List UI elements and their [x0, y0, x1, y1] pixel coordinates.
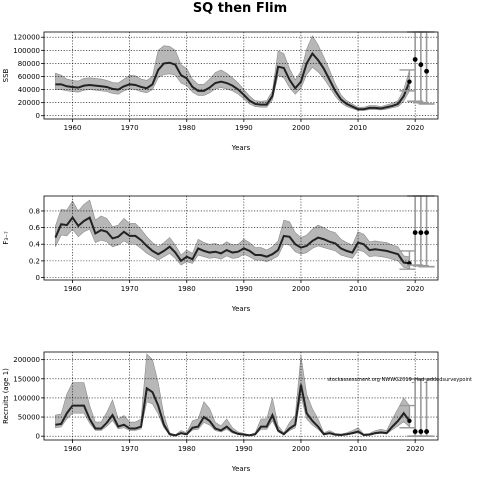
recruits-xtick-label-1960: 1960 [64, 445, 82, 453]
ssb-ytick-label-5: 100000 [13, 47, 40, 55]
fbar-panel: 1960 1970 1980 1990 2000 2010 2020 0 0.2 0.4 0.6 0.… [2, 195, 439, 313]
ssb-confidence-band [55, 35, 410, 111]
fbar-estimate-line [54, 215, 410, 265]
ssb-xtick-label-1980: 1980 [178, 124, 196, 132]
recruits-confidence-band [55, 353, 410, 436]
fbar-ytick-label-2: 0.4 [29, 241, 41, 249]
ssb-ytick-label-6: 120000 [13, 34, 40, 42]
fbar-axes-frame [43, 195, 439, 281]
fbar-projection-point-2022 [424, 230, 429, 235]
recruits-projection-point-2022 [424, 429, 429, 434]
recruits-estimate-line [55, 384, 411, 437]
ssb-ytick-label-4: 80000 [18, 60, 40, 68]
ssb-ylabel: SSB [2, 68, 10, 82]
recruits-ytick-label-4: 200000 [13, 356, 40, 364]
recruits-xtick-label-1990: 1990 [235, 445, 253, 453]
chart-panels: 1960 1970 1980 1990 2000 2010 2020020000400006… [2, 31, 472, 473]
fbar-ytick-label-3: 0.6 [29, 224, 41, 232]
recruits-xtick-label-2020: 2020 [406, 445, 424, 453]
fbar-xtick-label-2000: 2000 [292, 285, 310, 293]
recruits-ytick-label-2: 100000 [13, 394, 40, 402]
recruits-annotation: stockassessment.org NWWG2019_Had_addedsu… [327, 377, 472, 383]
recruits-projection-point-2021 [418, 429, 424, 434]
recruits-ytick-label-1: 50000 [18, 414, 40, 422]
ssb-ytick-label-3: 60000 [18, 73, 40, 81]
recruits-xtick-label-2010: 2010 [349, 445, 367, 453]
ssb-xtick-label-2000: 2000 [292, 124, 310, 132]
ssb-last-year-point [407, 79, 412, 84]
ssb-xtick-label-2020: 2020 [406, 124, 424, 132]
ssb-ytick-label-2: 40000 [18, 86, 40, 94]
recruits-ytick-label-0: 0 [36, 433, 40, 441]
ssb-xlabel: Years [231, 144, 251, 152]
fbar-xtick-label-1980: 1980 [178, 285, 196, 293]
recruits-ylabel: Recruits (age 1) [2, 368, 10, 424]
recruits-xtick-label-1980: 1980 [178, 445, 196, 453]
fbar-xtick-label-2020: 2020 [406, 285, 424, 293]
fbar-ytick-label-1: 0.2 [29, 257, 40, 265]
ssb-xtick-label-1960: 1960 [64, 124, 82, 132]
recruits-projection-point-2020 [412, 429, 418, 434]
ssb-panel: 1960 1970 1980 1990 2000 2010 2020 0 20000 40000 6… [2, 31, 439, 152]
recruits-ytick-label-3: 150000 [13, 375, 40, 383]
fbar-ylabel: F₃₋₇ [2, 231, 10, 245]
fbar-projection-point-2021 [418, 230, 424, 235]
fbar-projection-point-2020 [412, 230, 418, 235]
ssb-xtick-label-2010: 2010 [349, 124, 367, 132]
recruits-xlabel: Years [231, 465, 251, 473]
figure-title: SQ then Flim [193, 1, 287, 16]
recruits-xtick-label-2000: 2000 [292, 445, 310, 453]
fbar-ytick-label-4: 0.8 [29, 207, 40, 215]
fbar-xtick-label-1990: 1990 [235, 285, 253, 293]
fbar-xtick-label-2010: 2010 [349, 285, 367, 293]
ssb-projection-point-2022 [424, 68, 429, 74]
fbar-xlabel: Years [231, 305, 251, 313]
recruits-xtick-label-1970: 1970 [121, 445, 139, 453]
fbar-xtick-label-1960: 1960 [64, 285, 82, 293]
fbar-xtick-label-1970: 1970 [121, 285, 139, 293]
ssb-xtick-label-1970: 1970 [121, 124, 139, 132]
recruits-axes-frame [43, 351, 439, 441]
ssb-xtick-label-1990: 1990 [235, 124, 253, 132]
ssb-projection-point-2020 [412, 57, 418, 62]
recruits-last-year-point [407, 418, 412, 424]
ssb-axes-frame [43, 31, 439, 120]
recruits-panel: 1960 1970 1980 1990 2000 2010 2020 0 50000 100000… [2, 351, 472, 473]
ssb-ytick-label-1: 20000 [18, 99, 40, 107]
ssb-ytick-label-0: 0 [36, 112, 40, 120]
ssb-estimate-line [55, 51, 411, 111]
ssb-projection-point-2021 [418, 62, 424, 68]
fbar-ytick-label-0: 0 [36, 274, 40, 282]
